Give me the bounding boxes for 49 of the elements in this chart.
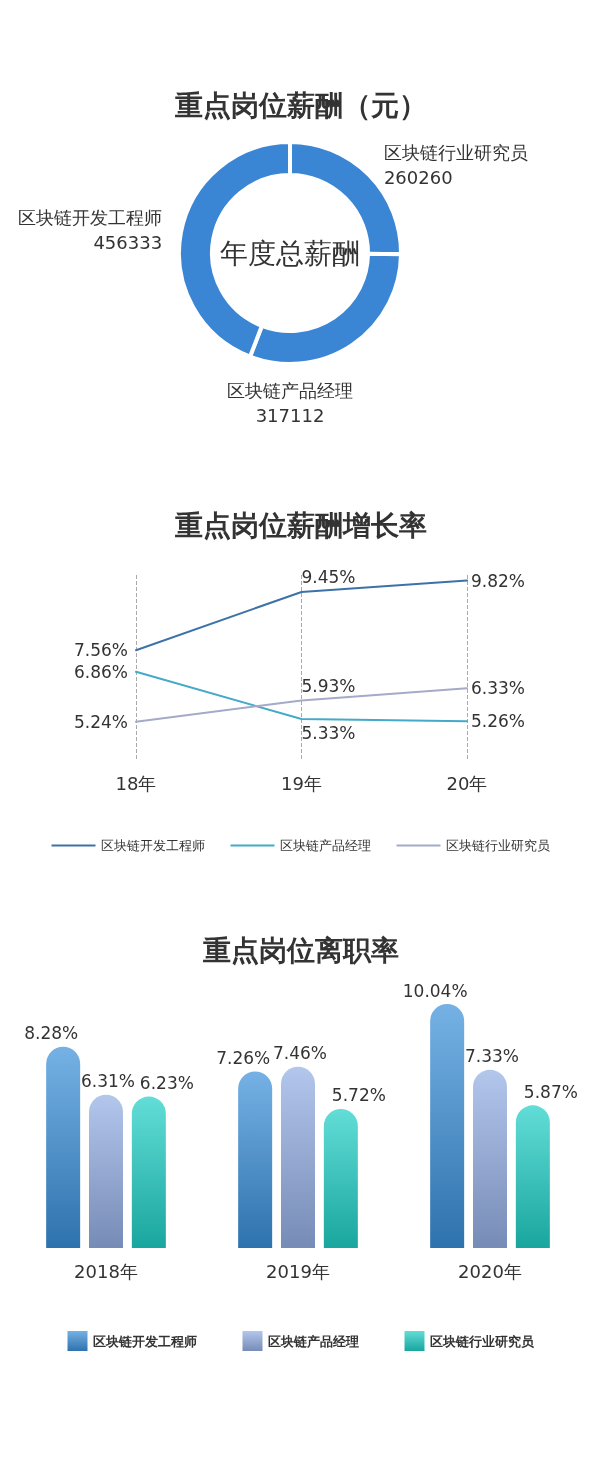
data-label: 7.46% (272, 1043, 328, 1064)
data-label: 5.72% (331, 1085, 386, 1106)
bar (89, 1094, 123, 1248)
chart-title: 重点岗位薪酬增长率 (173, 508, 427, 542)
bar (430, 1004, 465, 1248)
data-label: 5.33% (301, 723, 356, 744)
legend-label: 区块链产品经理 (279, 838, 371, 853)
x-tick-label: 2019年 (266, 1260, 330, 1282)
bar (323, 1108, 358, 1248)
bar (281, 1066, 315, 1248)
bar (515, 1105, 550, 1248)
data-label: 5.93% (301, 675, 356, 696)
data-label: 5.26% (471, 711, 526, 732)
bar (238, 1071, 273, 1248)
data-label: 6.23% (139, 1073, 194, 1094)
x-tick-label: 19年 (281, 772, 322, 794)
slice-label: 区块链开发工程师 (18, 207, 163, 229)
data-label: 7.33% (464, 1046, 520, 1067)
data-label: 7.26% (216, 1048, 271, 1069)
x-tick-label: 2020年 (458, 1260, 522, 1282)
bar (473, 1069, 507, 1248)
data-label: 10.04% (402, 980, 468, 1001)
data-label: 6.86% (73, 661, 128, 682)
legend-label: 区块链行业研究员 (445, 838, 550, 853)
chart-title: 重点岗位离职率 (201, 933, 399, 967)
data-label: 5.87% (523, 1081, 578, 1102)
x-tick-label: 18年 (115, 772, 157, 794)
legend-label: 区块链开发工程师 (100, 838, 205, 853)
data-label: 6.33% (471, 678, 526, 699)
data-label: 9.45% (301, 567, 356, 588)
legend-label: 区块链开发工程师 (92, 1333, 197, 1349)
slice-label: 区块链行业研究员 (383, 142, 528, 164)
x-tick-label: 20年 (446, 772, 488, 794)
chart-title: 重点岗位薪酬（元） (173, 88, 427, 122)
bar (46, 1046, 81, 1248)
legend-label: 区块链产品经理 (267, 1333, 359, 1349)
data-label: 8.28% (24, 1023, 79, 1044)
data-label: 317112 (255, 405, 325, 426)
slice-label: 区块链产品经理 (227, 380, 353, 401)
data-label: 5.24% (73, 711, 128, 732)
data-label: 6.31% (80, 1071, 136, 1092)
data-label: 260260 (383, 167, 453, 189)
data-label: 456333 (93, 232, 163, 254)
x-tick-label: 2018年 (74, 1260, 138, 1282)
bar (131, 1096, 166, 1248)
legend-label: 区块链行业研究员 (429, 1333, 535, 1349)
data-label: 7.56% (73, 640, 128, 661)
text: 年度总薪酬 (220, 236, 360, 270)
data-label: 9.82% (471, 570, 526, 591)
